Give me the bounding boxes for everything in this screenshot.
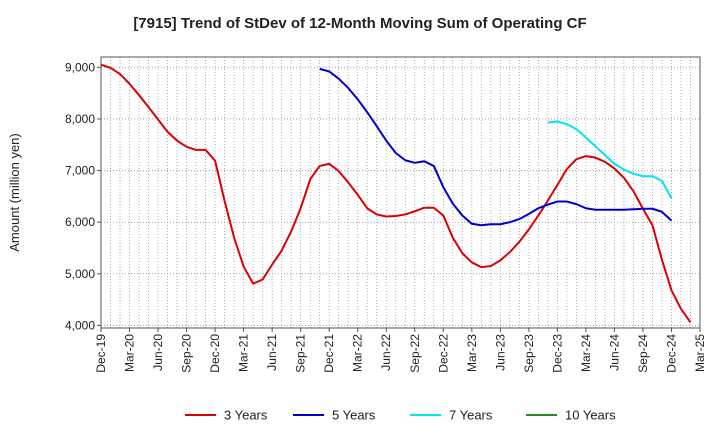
x-tick-label: Sep-21: [294, 334, 308, 373]
y-axis-ticks: 4,000 5,000 6,000 7,000 8,000 9,000: [65, 60, 101, 332]
y-tick-label: 7,000: [65, 164, 95, 178]
x-tick-label: Dec-23: [550, 334, 564, 373]
x-tick-label: Sep-23: [522, 334, 536, 373]
x-tick-label: Mar-22: [351, 334, 365, 372]
x-tick-label: Dec-24: [664, 334, 678, 373]
series-line-5-years: [319, 67, 673, 227]
legend-label-7-years: 7 Years: [449, 408, 493, 423]
x-tick-label: Jun-20: [151, 334, 165, 371]
x-tick-label: Mar-23: [465, 334, 479, 372]
y-tick-label: 9,000: [65, 60, 95, 74]
y-tick-label: 6,000: [65, 215, 95, 229]
chart-title: [7915] Trend of StDev of 12-Month Moving…: [133, 15, 586, 32]
x-tick-label: Jun-21: [265, 334, 279, 371]
plot-frame: [100, 56, 701, 329]
series-line-3-years: [100, 63, 692, 323]
x-tick-label: Jun-22: [379, 334, 393, 371]
x-tick-label: Mar-20: [123, 334, 137, 372]
x-tick-label: Dec-20: [208, 334, 222, 373]
x-tick-label: Mar-25: [693, 334, 707, 372]
legend: 3 Years 5 Years 7 Years 10 Years: [185, 408, 616, 423]
x-axis-ticks: Dec-19 Mar-20 Jun-20 Sep-20 Dec-20 Mar-21 Jun-…: [94, 328, 707, 373]
x-tick-label: Sep-22: [408, 334, 422, 373]
y-axis-label: Amount (million yen): [7, 133, 22, 252]
x-tick-label: Mar-21: [237, 334, 251, 372]
x-tick-label: Mar-24: [579, 334, 593, 372]
x-tick-label: Sep-20: [180, 334, 194, 373]
x-tick-label: Jun-24: [607, 334, 621, 371]
legend-label-10-years: 10 Years: [565, 408, 616, 423]
grid: [100, 57, 701, 328]
y-tick-label: 8,000: [65, 112, 95, 126]
y-tick-label: 4,000: [65, 318, 95, 332]
x-tick-label: Jun-23: [493, 334, 507, 371]
x-tick-label: Sep-24: [636, 334, 650, 373]
legend-label-3-years: 3 Years: [224, 408, 268, 423]
series-group: [100, 63, 692, 323]
legend-label-5-years: 5 Years: [332, 408, 376, 423]
x-tick-label: Dec-21: [322, 334, 336, 373]
x-tick-label: Dec-22: [436, 334, 450, 373]
series-line-7-years: [547, 120, 673, 199]
y-tick-label: 5,000: [65, 267, 95, 281]
x-tick-label: Dec-19: [94, 334, 108, 373]
